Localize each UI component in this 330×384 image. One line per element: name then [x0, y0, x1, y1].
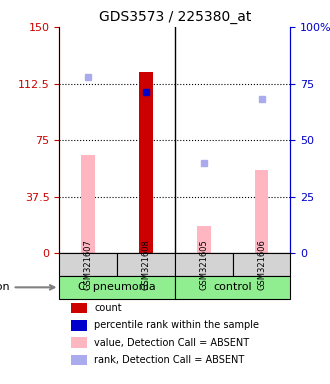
Bar	[71, 303, 87, 313]
Bar	[71, 338, 87, 348]
Text: percentile rank within the sample: percentile rank within the sample	[94, 321, 259, 331]
Bar	[71, 320, 87, 331]
Text: control: control	[213, 282, 252, 292]
Text: GSM321605: GSM321605	[199, 239, 208, 290]
FancyBboxPatch shape	[59, 276, 175, 299]
Text: count: count	[94, 303, 122, 313]
Text: infection: infection	[0, 282, 54, 292]
Text: GSM321608: GSM321608	[142, 239, 150, 290]
Text: C. pneumonia: C. pneumonia	[78, 282, 156, 292]
FancyBboxPatch shape	[175, 276, 290, 299]
FancyBboxPatch shape	[59, 253, 117, 276]
Text: rank, Detection Call = ABSENT: rank, Detection Call = ABSENT	[94, 355, 244, 365]
FancyBboxPatch shape	[117, 253, 175, 276]
FancyBboxPatch shape	[233, 253, 290, 276]
Text: GSM321607: GSM321607	[84, 239, 93, 290]
FancyBboxPatch shape	[175, 253, 233, 276]
Bar	[139, 72, 153, 253]
Text: GSM321606: GSM321606	[257, 239, 266, 290]
Title: GDS3573 / 225380_at: GDS3573 / 225380_at	[99, 10, 251, 25]
Text: value, Detection Call = ABSENT: value, Detection Call = ABSENT	[94, 338, 249, 348]
Bar	[255, 170, 269, 253]
Bar	[71, 354, 87, 365]
Bar	[197, 226, 211, 253]
Bar	[81, 155, 95, 253]
